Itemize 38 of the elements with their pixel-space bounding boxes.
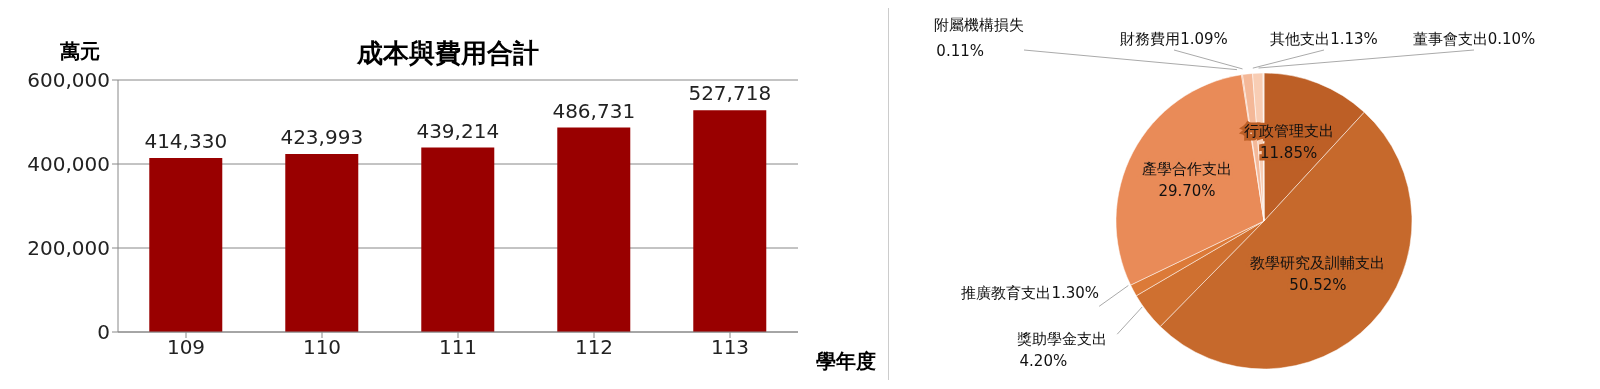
data-label: 1.30%	[1051, 284, 1100, 303]
bar	[421, 147, 495, 332]
y-tick-label: 600,000	[27, 68, 110, 93]
slice-label: 財務費用	[1120, 30, 1181, 48]
x-tick-label: 110	[302, 335, 342, 360]
data-label: 414,330	[144, 128, 228, 153]
data-label: 1.09%	[1180, 30, 1228, 48]
chart-title: 成本與費用合計	[357, 38, 539, 68]
slice-label: 董事會支出	[1412, 30, 1488, 48]
slice-label: 其他支出	[1270, 30, 1331, 48]
slice-label: 教學研究及訓輔支出	[1250, 254, 1386, 273]
bar	[285, 153, 359, 332]
x-tick-label: 112	[574, 335, 614, 360]
slice-label: 產學合作支出	[1141, 160, 1232, 179]
slice-label: 附屬機構損失	[934, 16, 1024, 34]
data-label: 50.52%	[1289, 276, 1347, 295]
x-tick-label: 109	[166, 335, 206, 360]
data-label: 4.20%	[1019, 352, 1068, 371]
data-label: 29.70%	[1158, 182, 1216, 201]
data-label: 423,993	[280, 124, 364, 149]
data-label: 486,731	[552, 98, 636, 123]
bar	[693, 110, 767, 332]
y-tick-label: 400,000	[27, 152, 110, 177]
slice-label: 獎助學金支出	[1017, 330, 1108, 349]
data-label: 527,718	[688, 81, 772, 106]
bar	[557, 127, 631, 332]
y-tick-label: 200,000	[27, 236, 110, 261]
bar	[149, 157, 223, 332]
y-axis-title: 萬元	[60, 38, 100, 65]
data-label: 0.11%	[936, 42, 984, 60]
slice-label: 推廣教育支出	[961, 284, 1052, 303]
data-label: 0.10%	[1487, 30, 1536, 48]
x-tick-label: 113	[710, 335, 750, 360]
data-label: 439,214	[416, 118, 500, 143]
x-axis-title: 學年度	[816, 348, 876, 375]
y-tick-label: 0	[97, 320, 110, 345]
x-tick-label: 111	[438, 335, 478, 360]
data-label: 1.13%	[1330, 30, 1378, 48]
